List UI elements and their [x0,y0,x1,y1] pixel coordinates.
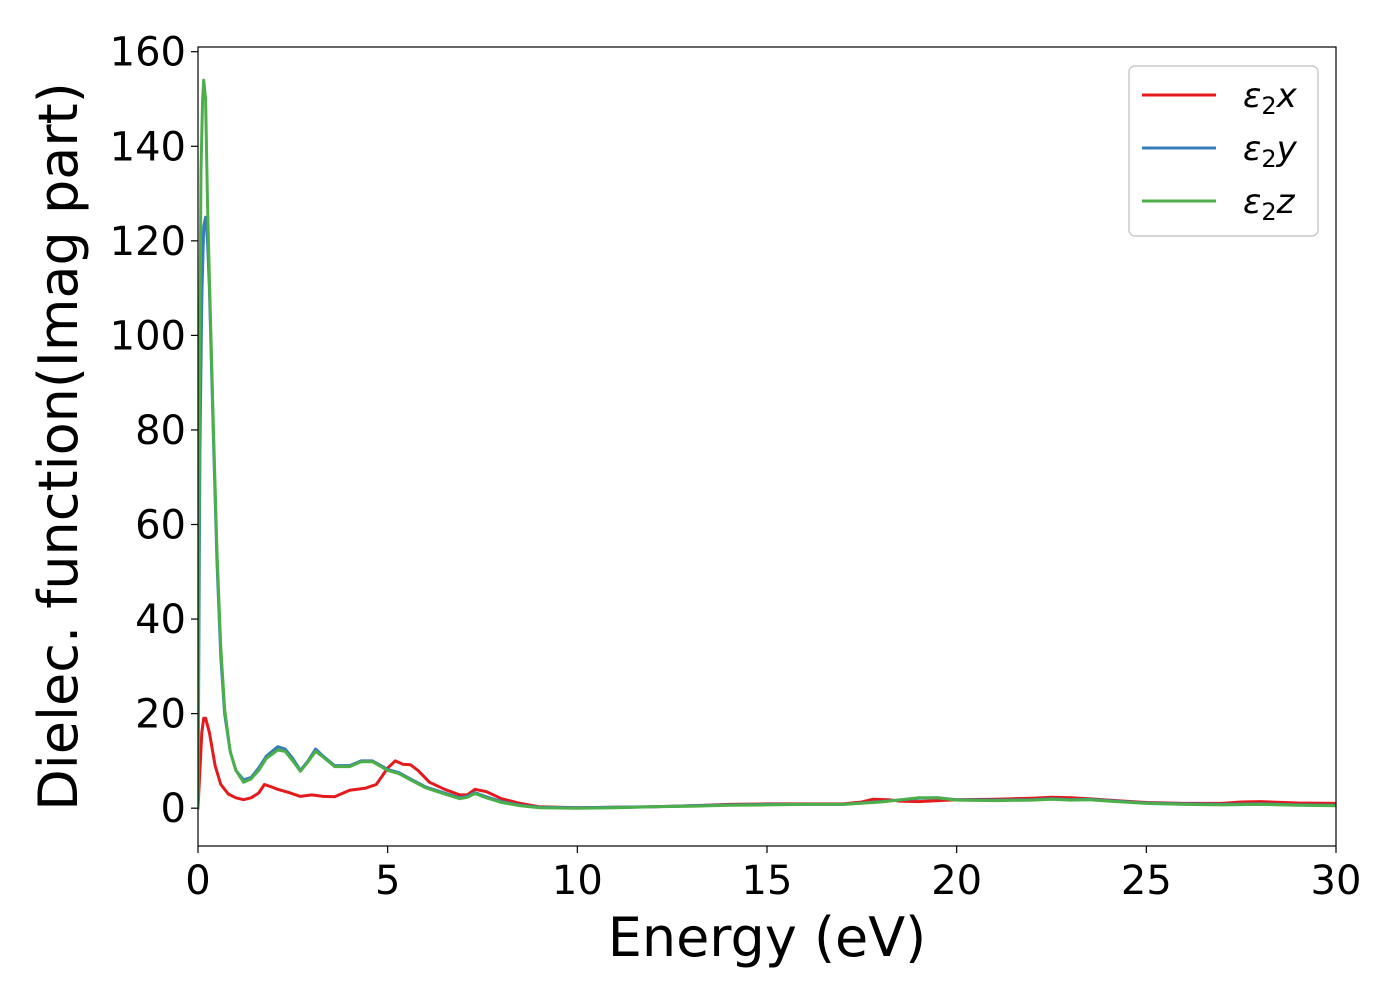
x-tick-label: 30 [1311,858,1362,904]
y-tick-label: 120 [110,219,186,265]
y-tick-label: 140 [110,124,186,170]
x-tick-label: 10 [552,858,603,904]
y-tick-label: 60 [135,503,186,549]
y-tick-label: 0 [161,786,186,832]
series-line-z [198,78,1336,810]
y-tick-label: 100 [110,313,186,359]
x-tick-label: 5 [375,858,400,904]
legend: ε2x ε2y ε2z [1128,65,1319,237]
legend-label-z: ε2z [1243,182,1296,226]
x-tick-label: 25 [1121,858,1172,904]
y-tick-label: 160 [110,30,186,76]
legend-label-y: ε2y [1243,129,1298,173]
y-axis: 0 20 40 60 80 100 120 140 160 [110,30,198,832]
x-tick-label: 15 [742,858,793,904]
y-tick-label: 80 [135,408,186,454]
series-layer [198,78,1336,810]
x-axis-label: Energy (eV) [608,906,927,969]
legend-label-x: ε2x [1243,76,1298,120]
x-axis: 0 5 10 15 20 25 30 [185,846,1361,904]
x-tick-label: 0 [185,858,210,904]
y-tick-label: 20 [135,692,186,738]
y-tick-label: 40 [135,597,186,643]
y-axis-label: Dielec. function(Imag part) [27,82,90,811]
x-tick-label: 20 [931,858,982,904]
legend-box [1128,65,1319,237]
